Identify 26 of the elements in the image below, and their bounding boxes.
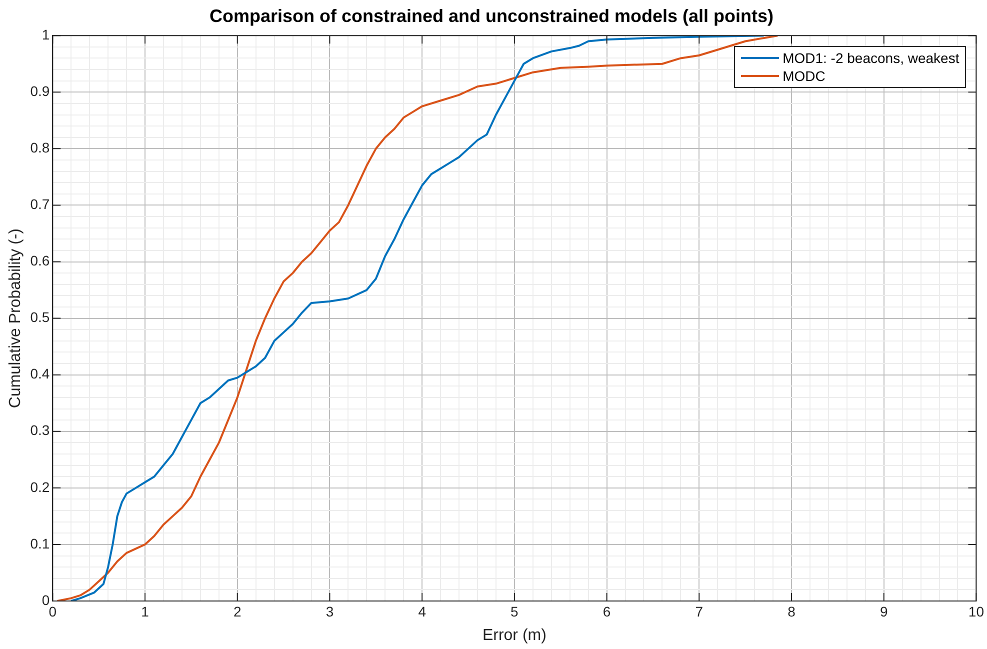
y-tick-label: 0.8 [30,140,50,156]
y-tick-label: 0.2 [30,478,50,495]
y-tick-label: 0.1 [30,535,50,552]
x-tick-label: 10 [968,603,984,620]
y-tick-label: 1 [42,26,50,42]
x-tick-label: 7 [695,603,704,620]
y-tick-label: 0.9 [30,83,50,99]
y-tick-label: 0.3 [30,422,50,438]
x-tick-label: 4 [418,603,426,620]
y-tick-label: 0 [42,592,50,608]
x-axis-title: Error (m) [482,626,546,644]
y-tick-label: 0.6 [30,252,50,269]
x-tick-label: 3 [326,603,334,620]
x-tick-label: 6 [602,603,611,620]
x-tick-label: 5 [510,603,519,620]
legend-label: MOD1: -2 beacons, weakest [782,50,960,66]
y-tick-label: 0.4 [30,366,50,382]
x-tick-label: 1 [141,603,150,620]
x-tick-label: 2 [233,603,242,620]
x-tick-label: 8 [788,603,796,620]
x-tick-label: 9 [880,603,888,620]
y-tick-label: 0.5 [30,309,50,326]
chart-title: Comparison of constrained and unconstrained models (all points) [209,6,774,26]
y-axis-title: Cumulative Probability (-) [7,228,24,408]
y-tick-label: 0.7 [30,196,50,212]
legend-label: MODC [782,68,826,84]
